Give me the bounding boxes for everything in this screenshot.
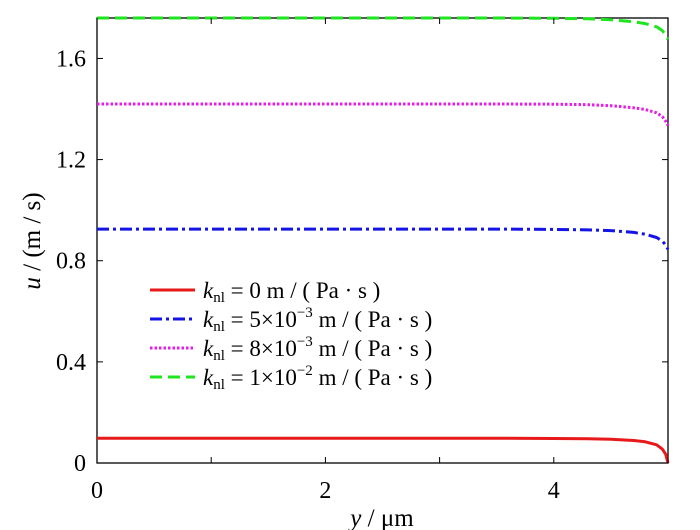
x-tick-label: 0 [91,478,103,504]
plot-area [96,17,669,464]
x-tick-label: 4 [548,478,560,504]
series-line-1 [97,436,670,464]
legend-label: knl = 8×10−3 m / ( Pa · s ) [203,334,432,364]
legend: knl = 0 m / ( Pa · s )knl = 5×10−3 m / (… [150,278,432,393]
y-tick-label: 0.8 [56,249,86,275]
tick-layer: 0 2 4 0 0.4 0.8 1.2 1.6 [56,18,669,504]
series-layer [97,16,670,464]
x-axis-label: y / μm [347,505,414,530]
plot-frame [96,17,669,464]
y-axis-label: u / (m / s) [19,192,46,289]
series-line-4 [97,16,670,41]
y-tick-label: 0 [74,451,86,477]
legend-label: knl = 1×10−2 m / ( Pa · s ) [203,363,432,393]
y-tick-label: 1.6 [56,46,86,72]
y-tick-label: 0.4 [56,350,86,376]
series-line-3 [97,102,670,127]
axis-labels: y / μm u / (m / s) [19,192,414,530]
y-tick-label: 1.2 [56,148,86,174]
x-tick-label: 2 [319,478,331,504]
legend-label: knl = 0 m / ( Pa · s ) [203,278,380,306]
legend-label: knl = 5×10−3 m / ( Pa · s ) [203,305,432,335]
series-line-2 [97,227,670,251]
